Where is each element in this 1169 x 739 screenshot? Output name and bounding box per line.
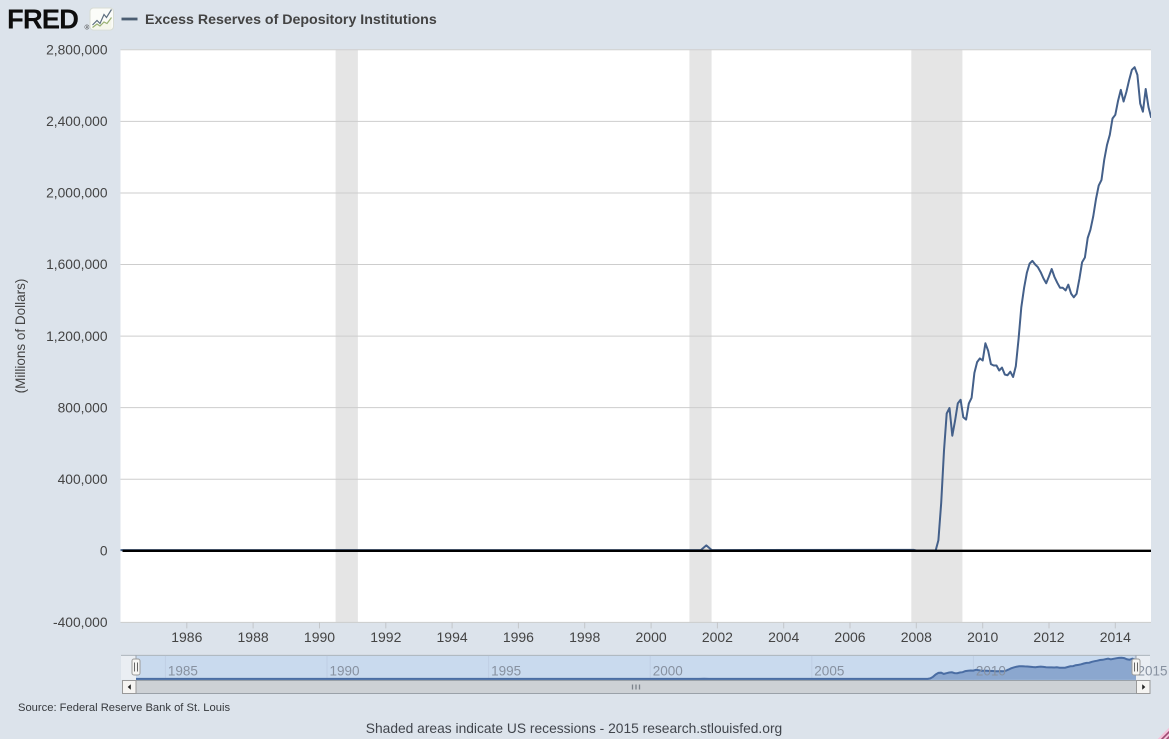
svg-text:1996: 1996 bbox=[503, 629, 534, 645]
svg-text:1985: 1985 bbox=[168, 664, 198, 679]
svg-text:2014: 2014 bbox=[1100, 629, 1131, 645]
svg-text:1995: 1995 bbox=[491, 664, 521, 679]
svg-text:2012: 2012 bbox=[1033, 629, 1064, 645]
svg-text:2015: 2015 bbox=[1138, 664, 1168, 679]
svg-text:2,800,000: 2,800,000 bbox=[46, 43, 108, 58]
svg-text:400,000: 400,000 bbox=[58, 472, 108, 487]
svg-text:2,000,000: 2,000,000 bbox=[46, 186, 108, 201]
svg-text:-400,000: -400,000 bbox=[53, 615, 108, 630]
svg-text:®: ® bbox=[85, 24, 90, 32]
svg-text:2010: 2010 bbox=[967, 629, 998, 645]
svg-text:1988: 1988 bbox=[238, 629, 269, 645]
svg-text:Excess Reserves of Depository: Excess Reserves of Depository Institutio… bbox=[145, 12, 437, 28]
svg-text:2004: 2004 bbox=[768, 629, 799, 645]
svg-text:2002: 2002 bbox=[702, 629, 733, 645]
svg-text:FRED: FRED bbox=[7, 4, 78, 35]
svg-text:1,200,000: 1,200,000 bbox=[46, 329, 108, 344]
svg-text:2000: 2000 bbox=[653, 664, 683, 679]
svg-text:1994: 1994 bbox=[437, 629, 468, 645]
svg-text:1,600,000: 1,600,000 bbox=[46, 257, 108, 272]
svg-text:Shaded areas indicate US reces: Shaded areas indicate US recessions - 20… bbox=[366, 721, 782, 736]
svg-text:1986: 1986 bbox=[171, 629, 202, 645]
svg-text:2000: 2000 bbox=[636, 629, 667, 645]
svg-text:(Millions of Dollars): (Millions of Dollars) bbox=[13, 279, 28, 394]
svg-text:2005: 2005 bbox=[814, 664, 844, 679]
svg-text:2,400,000: 2,400,000 bbox=[46, 114, 108, 129]
svg-text:2010: 2010 bbox=[976, 664, 1006, 679]
svg-text:1990: 1990 bbox=[304, 629, 335, 645]
svg-text:1992: 1992 bbox=[370, 629, 401, 645]
svg-text:0: 0 bbox=[100, 544, 108, 559]
svg-text:1990: 1990 bbox=[330, 664, 360, 679]
svg-text:2008: 2008 bbox=[901, 629, 932, 645]
svg-text:800,000: 800,000 bbox=[58, 400, 108, 415]
svg-text:Source: Federal Reserve Bank o: Source: Federal Reserve Bank of St. Loui… bbox=[18, 702, 230, 714]
svg-text:1998: 1998 bbox=[569, 629, 600, 645]
svg-text:2006: 2006 bbox=[834, 629, 865, 645]
